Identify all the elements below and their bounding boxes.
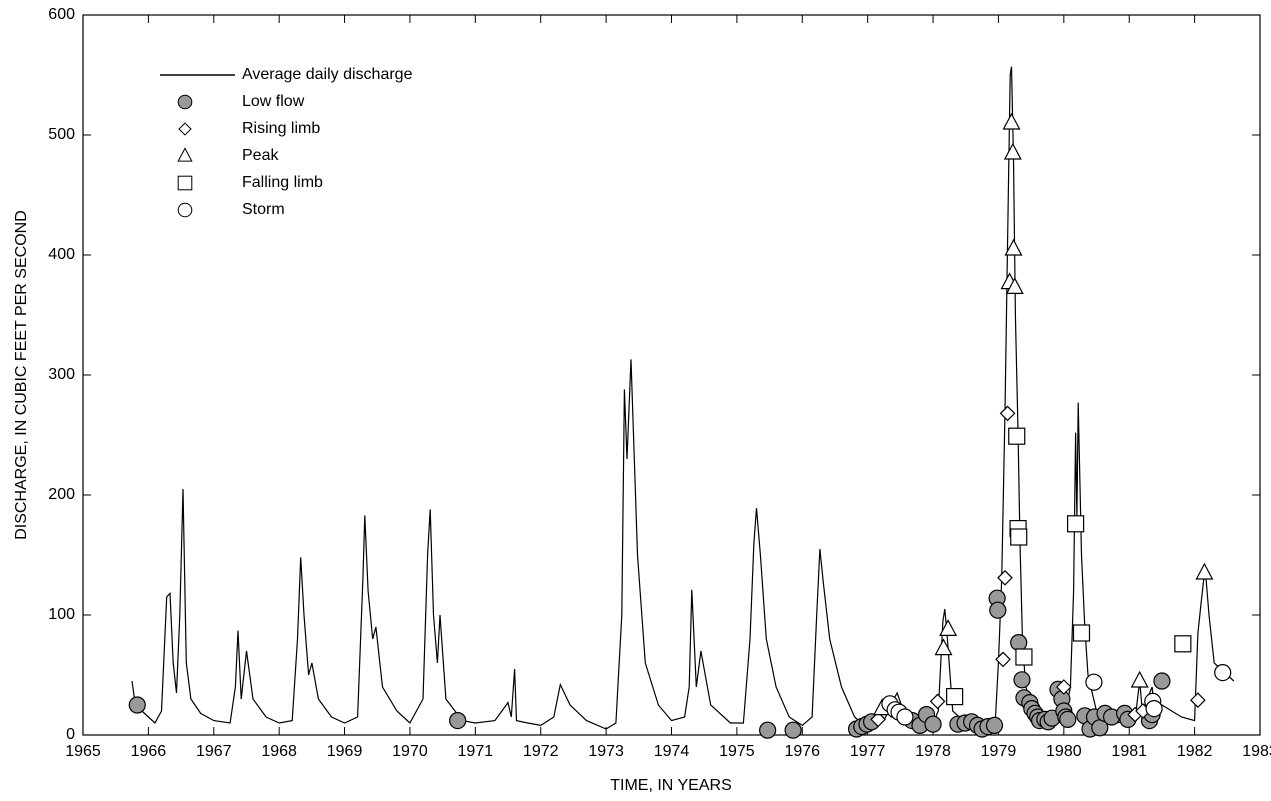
data-point — [1085, 673, 1103, 691]
data-point — [1190, 692, 1206, 709]
data-point — [985, 716, 1004, 735]
data-point — [1015, 648, 1033, 666]
data-point — [1214, 663, 1232, 682]
legend-marker — [177, 147, 193, 162]
data-point — [1055, 679, 1072, 695]
legend-label: Falling limb — [242, 174, 323, 191]
legend-marker — [177, 202, 193, 218]
legend-marker — [178, 122, 192, 136]
data-point — [995, 651, 1011, 668]
data-point — [934, 638, 953, 656]
data-point — [997, 569, 1013, 586]
y-tick-label: 200 — [48, 486, 75, 503]
x-tick-label: 1971 — [458, 743, 494, 760]
y-tick-label: 500 — [48, 126, 75, 143]
data-point — [1130, 670, 1149, 688]
data-point — [759, 721, 777, 739]
x-tick-label: 1965 — [65, 743, 101, 760]
x-tick-label: 1968 — [261, 743, 297, 760]
legend-label: Rising limb — [242, 120, 320, 137]
legend-label: Peak — [242, 147, 279, 164]
x-tick-label: 1967 — [196, 743, 232, 760]
data-point — [1004, 238, 1023, 256]
x-tick-label: 1969 — [327, 743, 363, 760]
data-point — [1013, 671, 1031, 689]
data-point — [1067, 515, 1085, 533]
x-tick-label: 1975 — [719, 743, 755, 760]
legend-label: Average daily discharge — [242, 66, 413, 83]
x-tick-label: 1982 — [1177, 743, 1213, 760]
x-tick-label: 1980 — [1046, 743, 1082, 760]
data-point — [870, 711, 886, 728]
x-tick-label: 1983 — [1242, 743, 1271, 760]
x-tick-label: 1974 — [654, 743, 690, 760]
data-point — [924, 715, 942, 733]
x-tick-label: 1972 — [523, 743, 559, 760]
x-tick-label: 1970 — [392, 743, 428, 760]
y-tick-label: 600 — [48, 6, 75, 23]
data-point — [896, 708, 914, 726]
legend-marker — [177, 94, 193, 110]
data-point — [1174, 635, 1192, 653]
y-tick-label: 100 — [48, 606, 75, 623]
discharge-line — [131, 66, 1235, 730]
y-tick-label: 0 — [66, 726, 75, 743]
data-point — [929, 693, 946, 710]
data-point — [1153, 672, 1171, 690]
x-tick-label: 1977 — [850, 743, 886, 760]
data-point — [1002, 112, 1021, 130]
x-tick-label: 1966 — [131, 743, 167, 760]
y-tick-label: 400 — [48, 246, 75, 263]
data-point — [939, 619, 958, 637]
data-point — [1010, 633, 1028, 652]
x-tick-label: 1979 — [981, 743, 1017, 760]
x-axis-label: TIME, IN YEARS — [610, 777, 732, 794]
x-tick-label: 1978 — [915, 743, 951, 760]
data-point — [1005, 277, 1024, 294]
legend-label: Storm — [242, 201, 285, 218]
data-point — [999, 405, 1016, 422]
data-point — [449, 711, 467, 730]
data-point — [989, 601, 1007, 619]
x-tick-label: 1973 — [588, 743, 624, 760]
y-axis-label: DISCHARGE, IN CUBIC FEET PER SECOND — [13, 210, 30, 540]
data-point — [1145, 699, 1163, 718]
data-point — [1003, 142, 1022, 160]
data-point — [128, 696, 146, 714]
data-point — [1195, 562, 1214, 580]
data-point — [946, 687, 964, 706]
data-point — [1059, 710, 1077, 729]
x-tick-label: 1976 — [784, 743, 820, 760]
data-point — [784, 721, 802, 739]
data-point — [1008, 427, 1026, 445]
y-tick-label: 300 — [48, 366, 75, 383]
x-tick-label: 1981 — [1111, 743, 1147, 760]
data-point — [1010, 528, 1028, 546]
data-point — [1072, 624, 1091, 642]
legend-label: Low flow — [242, 93, 305, 110]
legend-marker — [177, 175, 193, 191]
